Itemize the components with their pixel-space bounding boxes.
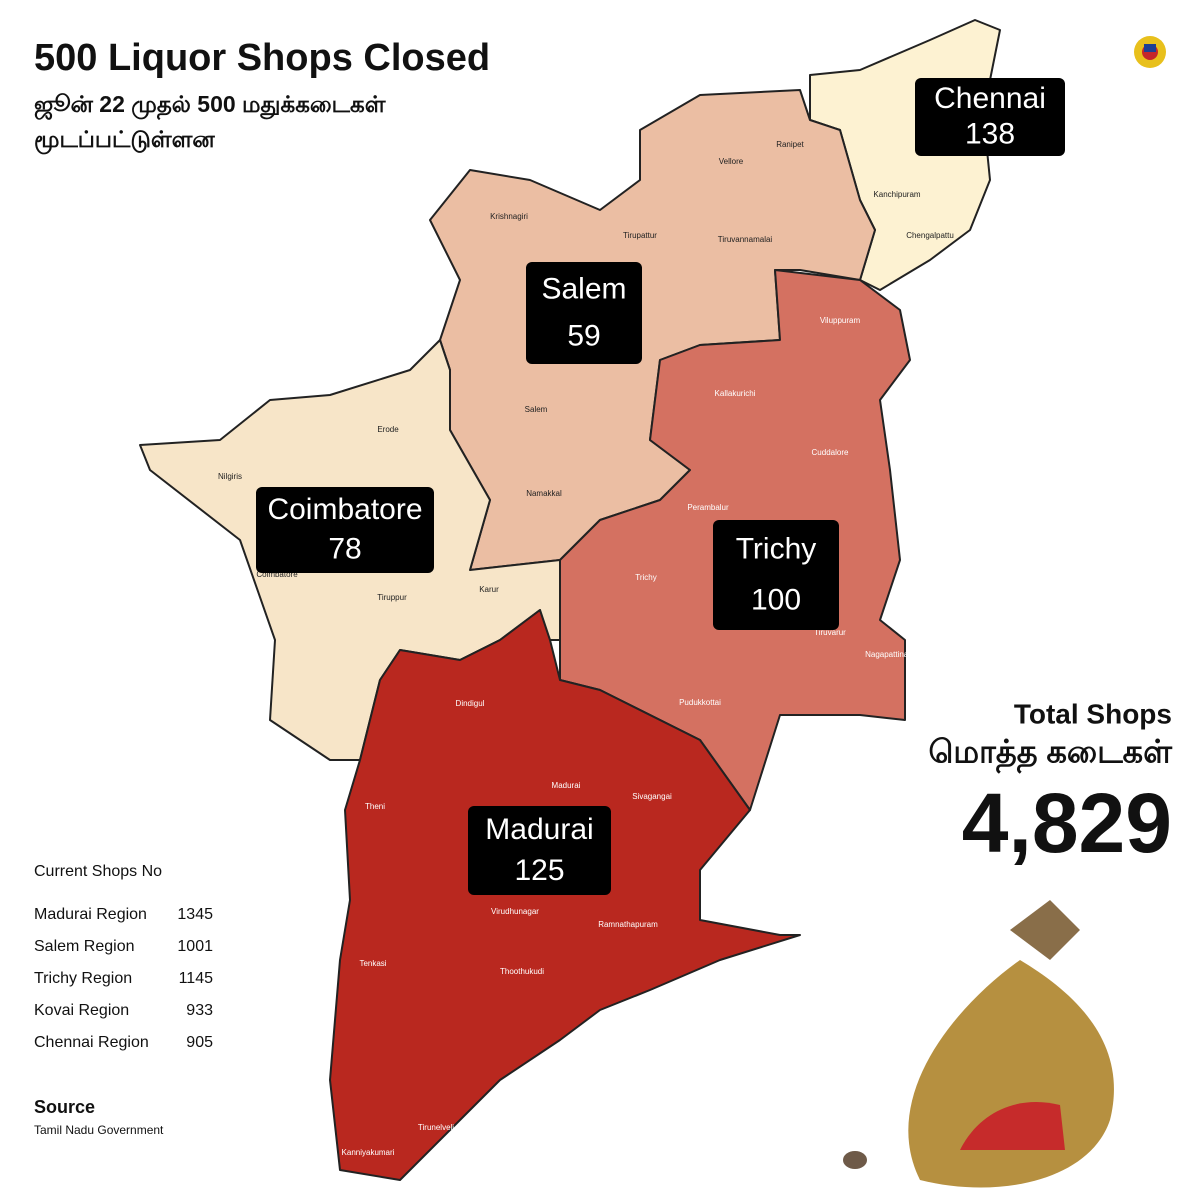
legend-region: Salem Region <box>34 938 135 955</box>
district-label: Nilgiris <box>218 472 242 481</box>
subtitle: ஜூன் 22 முதல் 500 மதுக்கடைகள் <box>34 91 387 121</box>
district-label: Trichy <box>635 573 656 582</box>
district-label: Theni <box>365 802 385 811</box>
region-closed: 78 <box>328 533 361 566</box>
district-label: Tiruvannamalai <box>718 235 773 244</box>
district-label: Ranipet <box>776 140 804 149</box>
logo-mark <box>1144 44 1156 52</box>
bottle-neck <box>1010 900 1080 960</box>
bottle-illustration <box>843 900 1114 1188</box>
source-title: Source <box>34 1097 95 1117</box>
district-label: Karur <box>479 585 499 594</box>
region-closed: 125 <box>514 854 564 887</box>
region-box <box>526 262 642 364</box>
region-closed: 100 <box>751 583 801 616</box>
district-label: Virudhunagar <box>491 907 539 916</box>
legend-region: Kovai Region <box>34 1002 129 1019</box>
subtitle: மூடப்பட்டுள்ளன <box>34 126 215 155</box>
region-name: Coimbatore <box>267 493 422 526</box>
district-label: Namakkal <box>526 489 562 498</box>
district-label: Erode <box>377 425 399 434</box>
region-box <box>256 487 434 573</box>
legend-region: Chennai Region <box>34 1034 149 1051</box>
district-label: Vellore <box>719 157 744 166</box>
district-label: Nagapattinam <box>865 650 915 659</box>
legend-region: Trichy Region <box>34 970 132 987</box>
district-label: Tirupattur <box>623 231 657 240</box>
district-label: Salem <box>525 405 548 414</box>
legend-count: 1145 <box>179 970 214 987</box>
region-closed: 138 <box>965 118 1015 151</box>
region-closed: 59 <box>567 319 600 352</box>
total-label-tamil: மொத்த கடைகள் <box>928 733 1173 773</box>
district-label: Pudukkottai <box>679 698 721 707</box>
district-label: Dindigul <box>456 699 485 708</box>
district-label: Chengalpattu <box>906 231 954 240</box>
region-box <box>468 806 611 895</box>
legend-count: 1001 <box>177 938 213 955</box>
district-label: Tiruppur <box>377 593 407 602</box>
region-box <box>915 78 1065 156</box>
region-name: Trichy <box>736 533 817 566</box>
district-label: Coimbatore <box>256 570 298 579</box>
logo <box>1134 36 1166 68</box>
total-label: Total Shops <box>1014 698 1172 729</box>
district-label: Kanchipuram <box>873 190 920 199</box>
district-label: Tirunelveli <box>418 1123 454 1132</box>
district-label: Krishnagiri <box>490 212 528 221</box>
district-label: Sivagangai <box>632 792 672 801</box>
region-name: Madurai <box>485 813 593 846</box>
district-label: Viluppuram <box>820 316 861 325</box>
district-label: Tiruvarur <box>814 628 846 637</box>
district-label: Perambalur <box>687 503 729 512</box>
source-text: Tamil Nadu Government <box>34 1123 164 1137</box>
region-box <box>713 520 839 630</box>
region-name: Salem <box>541 272 626 305</box>
legend-region: Madurai Region <box>34 906 147 923</box>
legend-count: 905 <box>186 1034 213 1051</box>
legend-count: 1345 <box>177 906 213 923</box>
district-label: Kanniyakumari <box>342 1148 395 1157</box>
district-label: Thoothukudi <box>500 967 544 976</box>
district-label: Madurai <box>552 781 581 790</box>
district-label: Tenkasi <box>359 959 386 968</box>
title: 500 Liquor Shops Closed <box>34 37 490 79</box>
legend-count: 933 <box>186 1002 213 1019</box>
region-name: Chennai <box>934 82 1046 115</box>
cork <box>843 1151 867 1169</box>
total-value: 4,829 <box>962 776 1172 870</box>
district-label: Ramnathapuram <box>598 920 658 929</box>
car <box>960 1102 1065 1150</box>
district-label: Kallakurichi <box>715 389 756 398</box>
legend-table: Madurai Region 1345 Salem Region 1001 Trichy… <box>34 906 213 1051</box>
legend-title: Current Shops No <box>34 863 162 880</box>
district-label: Cuddalore <box>812 448 849 457</box>
